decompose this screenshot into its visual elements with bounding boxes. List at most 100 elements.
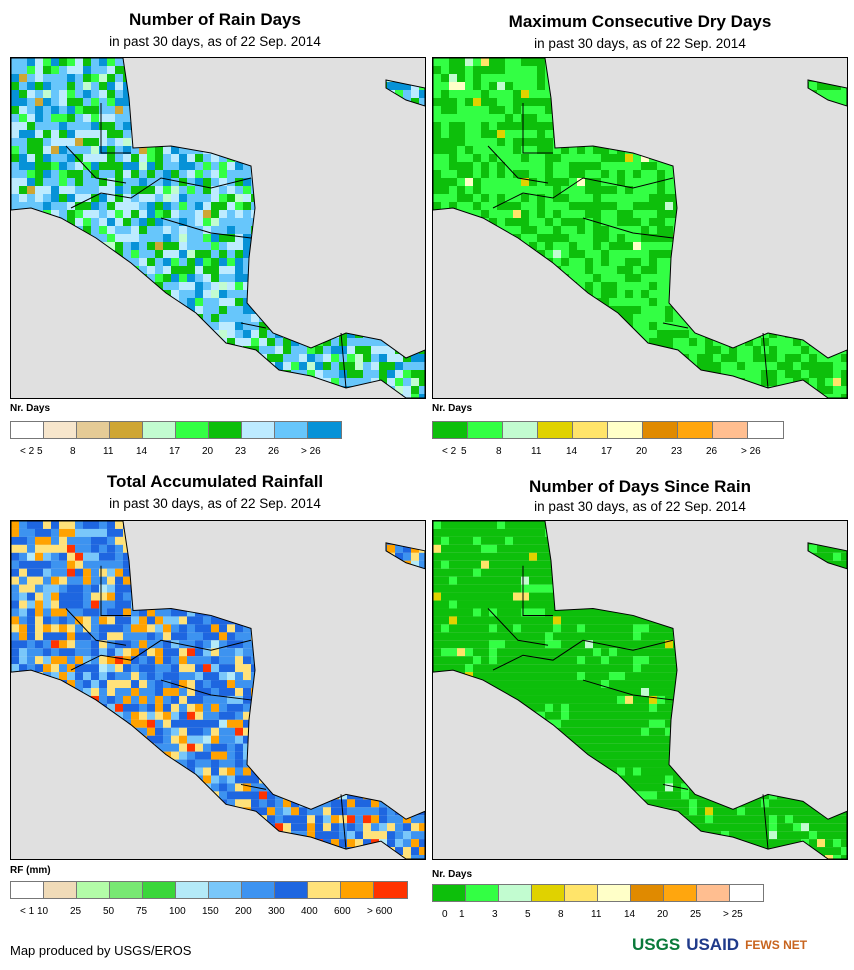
panel-subtitle: in past 30 days, as of 22 Sep. 2014 [109,496,321,511]
legend-swatch [242,882,275,898]
legend-label: 14 [136,446,148,457]
legend-label: < 1 [20,906,35,917]
legend-swatch [538,422,573,438]
legend-swatch [374,882,407,898]
map-cells [11,521,425,859]
legend-label: 11 [103,446,114,457]
legend-label: > 25 [723,909,743,920]
legend-label: 20 [657,909,669,920]
legend-swatch [209,422,242,438]
legend-swatch [77,422,110,438]
legend-label: 50 [103,906,115,917]
legend-label: > 600 [367,906,393,917]
legend-label: 17 [169,446,181,457]
legend-swatch [598,885,631,901]
panel-title: Total Accumulated Rainfall [106,472,324,491]
legend-swatch [643,422,678,438]
legend-label: 200 [235,906,252,917]
panel-subtitle: in past 30 days, as of 22 Sep. 2014 [534,499,746,514]
panel-subtitle: in past 30 days, as of 22 Sep. 2014 [534,36,746,51]
legend-label: 8 [70,446,76,457]
legend-label: 23 [235,446,247,457]
legend-swatch [44,422,77,438]
legend-swatch [308,422,341,438]
legend-swatch [433,885,466,901]
legend-swatch [466,885,499,901]
legend-swatch [11,882,44,898]
legend-label: < 2 [20,446,35,457]
legend-swatch [275,882,308,898]
legend-swatch [499,885,532,901]
legend-swatch [242,422,275,438]
legend-label: 20 [636,446,648,457]
legend-label: < 2 [442,446,457,457]
legend-swatch [664,885,697,901]
legend-swatch [565,885,598,901]
country-borders [11,521,425,859]
country-borders [433,58,847,398]
legend-swatch [209,882,242,898]
map-panel [10,520,426,860]
map-cells [433,58,847,398]
legend-swatch [176,882,209,898]
legend-label: 5 [461,446,467,457]
legend-swatch [275,422,308,438]
legend-label: 600 [334,906,351,917]
legend-swatch [110,422,143,438]
legend-swatch [110,882,143,898]
map-cells [11,58,425,398]
legend-label: > 26 [741,446,761,457]
legend-swatch [631,885,664,901]
legend-label: 1 [459,909,465,920]
legend-swatch [713,422,748,438]
fewsnet-logo: FEWS NET [745,938,808,952]
legend-colorbar [10,881,408,899]
legend-label: 25 [690,909,702,920]
legend-label: 14 [566,446,578,457]
legend-label: 26 [268,446,280,457]
legend-swatch [468,422,503,438]
legend-swatch [532,885,565,901]
legend-label: 10 [37,906,49,917]
legend-label: 8 [496,446,502,457]
legend-label: 20 [202,446,214,457]
legend-label: 23 [671,446,683,457]
panel-subtitle: in past 30 days, as of 22 Sep. 2014 [109,34,321,49]
legend-swatch [748,422,783,438]
legend-swatch [730,885,763,901]
legend-swatch [433,422,468,438]
legend-label: 5 [525,909,531,920]
legend-swatch [573,422,608,438]
legend-swatch [308,882,341,898]
legend-swatch [697,885,730,901]
legend-colorbar [432,421,784,439]
legend-swatch [608,422,643,438]
credit-text: Map produced by USGS/EROS [10,943,192,958]
legend-swatch [143,882,176,898]
country-borders [11,58,425,398]
legend-label: 150 [202,906,219,917]
legend-label: 5 [37,446,43,457]
legend-colorbar [432,884,764,902]
legend-colorbar [10,421,342,439]
legend-swatch [44,882,77,898]
legend-label: 11 [531,446,542,457]
legend-title: Nr. Days [10,403,51,414]
legend-swatch [176,422,209,438]
legend-label: 14 [624,909,636,920]
country-borders [433,521,847,859]
legend-swatch [503,422,538,438]
legend-label: > 26 [301,446,321,457]
map-panel [432,57,848,399]
legend-label: 100 [169,906,186,917]
legend-swatch [341,882,374,898]
legend-label: 17 [601,446,613,457]
legend-swatch [143,422,176,438]
legend-title: Nr. Days [432,403,473,414]
map-panel [10,57,426,399]
legend-label: 3 [492,909,498,920]
legend-title: Nr. Days [432,869,473,880]
usaid-logo: USAID [686,935,740,954]
legend-label: 8 [558,909,564,920]
legend-swatch [11,422,44,438]
